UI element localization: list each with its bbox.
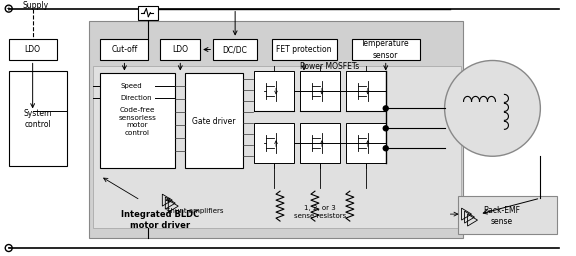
Bar bbox=[457, 196, 558, 234]
Text: FET protection: FET protection bbox=[276, 45, 332, 54]
Text: Direction: Direction bbox=[120, 95, 152, 101]
Circle shape bbox=[383, 146, 388, 151]
Bar bbox=[100, 39, 149, 60]
Bar bbox=[254, 123, 294, 163]
Text: +: + bbox=[6, 6, 12, 12]
Bar bbox=[346, 71, 386, 111]
Text: Gate driver: Gate driver bbox=[192, 117, 236, 126]
Bar bbox=[254, 71, 294, 111]
Text: DC/DC: DC/DC bbox=[223, 45, 248, 54]
Circle shape bbox=[445, 60, 540, 156]
Text: Integrated BLDC
motor driver: Integrated BLDC motor driver bbox=[121, 210, 199, 230]
Text: Back-EMF
sense: Back-EMF sense bbox=[483, 206, 520, 226]
Text: Cut-off: Cut-off bbox=[111, 45, 138, 54]
Bar bbox=[100, 73, 175, 168]
Bar bbox=[93, 67, 461, 228]
Text: Supply: Supply bbox=[22, 1, 49, 10]
Text: Shunt amplifiers: Shunt amplifiers bbox=[166, 208, 224, 214]
Text: LDO: LDO bbox=[25, 45, 41, 54]
Bar bbox=[352, 39, 420, 60]
Bar bbox=[89, 20, 463, 238]
Circle shape bbox=[383, 106, 388, 111]
Bar bbox=[213, 39, 257, 60]
Bar bbox=[138, 6, 158, 20]
Text: Speed: Speed bbox=[120, 83, 142, 89]
Text: 1, 2, or 3
sense resistors: 1, 2, or 3 sense resistors bbox=[294, 205, 346, 219]
Text: -: - bbox=[7, 243, 10, 252]
Bar bbox=[300, 71, 340, 111]
Text: Power MOSFETs: Power MOSFETs bbox=[300, 62, 359, 71]
Bar bbox=[9, 39, 56, 60]
Bar bbox=[300, 123, 340, 163]
Text: LDO: LDO bbox=[172, 45, 188, 54]
Bar bbox=[272, 39, 337, 60]
Bar bbox=[9, 71, 67, 166]
Bar bbox=[346, 123, 386, 163]
Circle shape bbox=[383, 126, 388, 131]
Text: Temperature
sensor: Temperature sensor bbox=[361, 39, 410, 60]
Text: System
control: System control bbox=[24, 109, 52, 129]
Bar bbox=[160, 39, 200, 60]
Bar bbox=[185, 73, 243, 168]
Text: Code-free
sensorless
motor
control: Code-free sensorless motor control bbox=[119, 107, 156, 136]
